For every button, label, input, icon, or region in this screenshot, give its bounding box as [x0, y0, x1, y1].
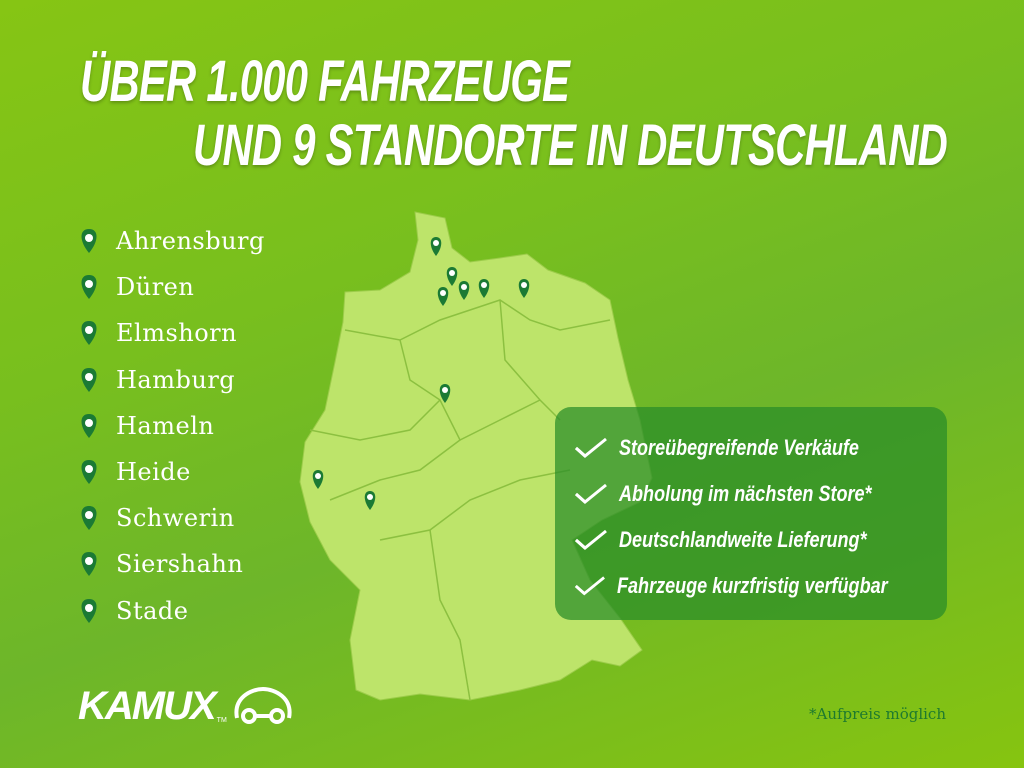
location-item: Düren — [78, 264, 265, 310]
checkmark-icon — [574, 576, 605, 596]
location-name: Siershahn — [116, 550, 244, 579]
logo-text: KAMUX — [78, 684, 217, 728]
location-name: Schwerin — [116, 504, 235, 533]
headline-text: IN DEUTSCHLAND — [585, 113, 948, 178]
map-pin-icon — [81, 229, 97, 254]
feature-text: Fahrzeuge kurzfristig verfügbar — [616, 573, 888, 598]
location-name: Hameln — [116, 411, 215, 440]
checkmark-icon — [575, 437, 607, 458]
map-pins — [312, 237, 530, 510]
headline-text: UND — [193, 113, 282, 178]
checkmark-icon — [575, 529, 607, 550]
headline-line-2: UND 9 STANDORTE IN DEUTSCHLAND — [193, 113, 948, 178]
feature-item: Abholung im nächsten Store* — [573, 471, 947, 517]
location-name: Ahrensburg — [116, 227, 265, 256]
headline-emphasis: 1.000 FAHRZEUGE — [206, 49, 570, 114]
feature-item: Fahrzeuge kurzfristig verfügbar — [573, 563, 947, 609]
map-pin-icon — [81, 598, 97, 623]
location-item: Hameln — [78, 403, 265, 449]
footnote: *Aufpreis möglich — [809, 705, 946, 723]
map-pin-icon — [81, 321, 97, 346]
location-item: Ahrensburg — [78, 218, 265, 264]
feature-text: Deutschlandweite Lieferung* — [619, 527, 867, 552]
map-pin-icon — [81, 460, 97, 485]
location-name: Hamburg — [116, 365, 236, 394]
feature-text: Abholung im nächsten Store* — [619, 481, 872, 506]
feature-item: Storeübegreifende Verkäufe — [573, 425, 947, 471]
car-icon — [234, 686, 292, 724]
location-item: Siershahn — [78, 541, 265, 587]
map-pin-icon — [81, 506, 97, 531]
location-item: Heide — [78, 449, 265, 495]
map-pin-icon — [81, 552, 97, 577]
kamux-logo: KAMUX TM — [78, 686, 295, 726]
map-pin-icon — [81, 275, 97, 300]
headline-text: ÜBER — [80, 49, 196, 114]
headline-line-1: ÜBER 1.000 FAHRZEUGE — [80, 49, 570, 114]
location-name: Stade — [116, 596, 189, 625]
location-item: Stade — [78, 588, 265, 634]
headline-emphasis: 9 STANDORTE — [292, 113, 576, 178]
feature-item: Deutschlandweite Lieferung* — [573, 517, 947, 563]
location-list: Ahrensburg Düren Elmshorn Hamburg Hameln Heid… — [78, 218, 265, 634]
location-name: Düren — [116, 273, 195, 302]
location-item: Schwerin — [78, 495, 265, 541]
location-name: Elmshorn — [116, 319, 238, 348]
features-box: Storeübegreifende Verkäufe Abholung im nä… — [555, 407, 947, 620]
feature-text: Storeübegreifende Verkäufe — [619, 435, 859, 460]
location-name: Heide — [116, 458, 191, 487]
map-pin-icon — [81, 367, 97, 392]
location-item: Elmshorn — [78, 310, 265, 356]
map-pin-icon — [81, 413, 97, 438]
logo-tm: TM — [216, 717, 227, 724]
checkmark-icon — [575, 483, 607, 504]
state-borders — [309, 299, 611, 701]
location-item: Hamburg — [78, 357, 265, 403]
